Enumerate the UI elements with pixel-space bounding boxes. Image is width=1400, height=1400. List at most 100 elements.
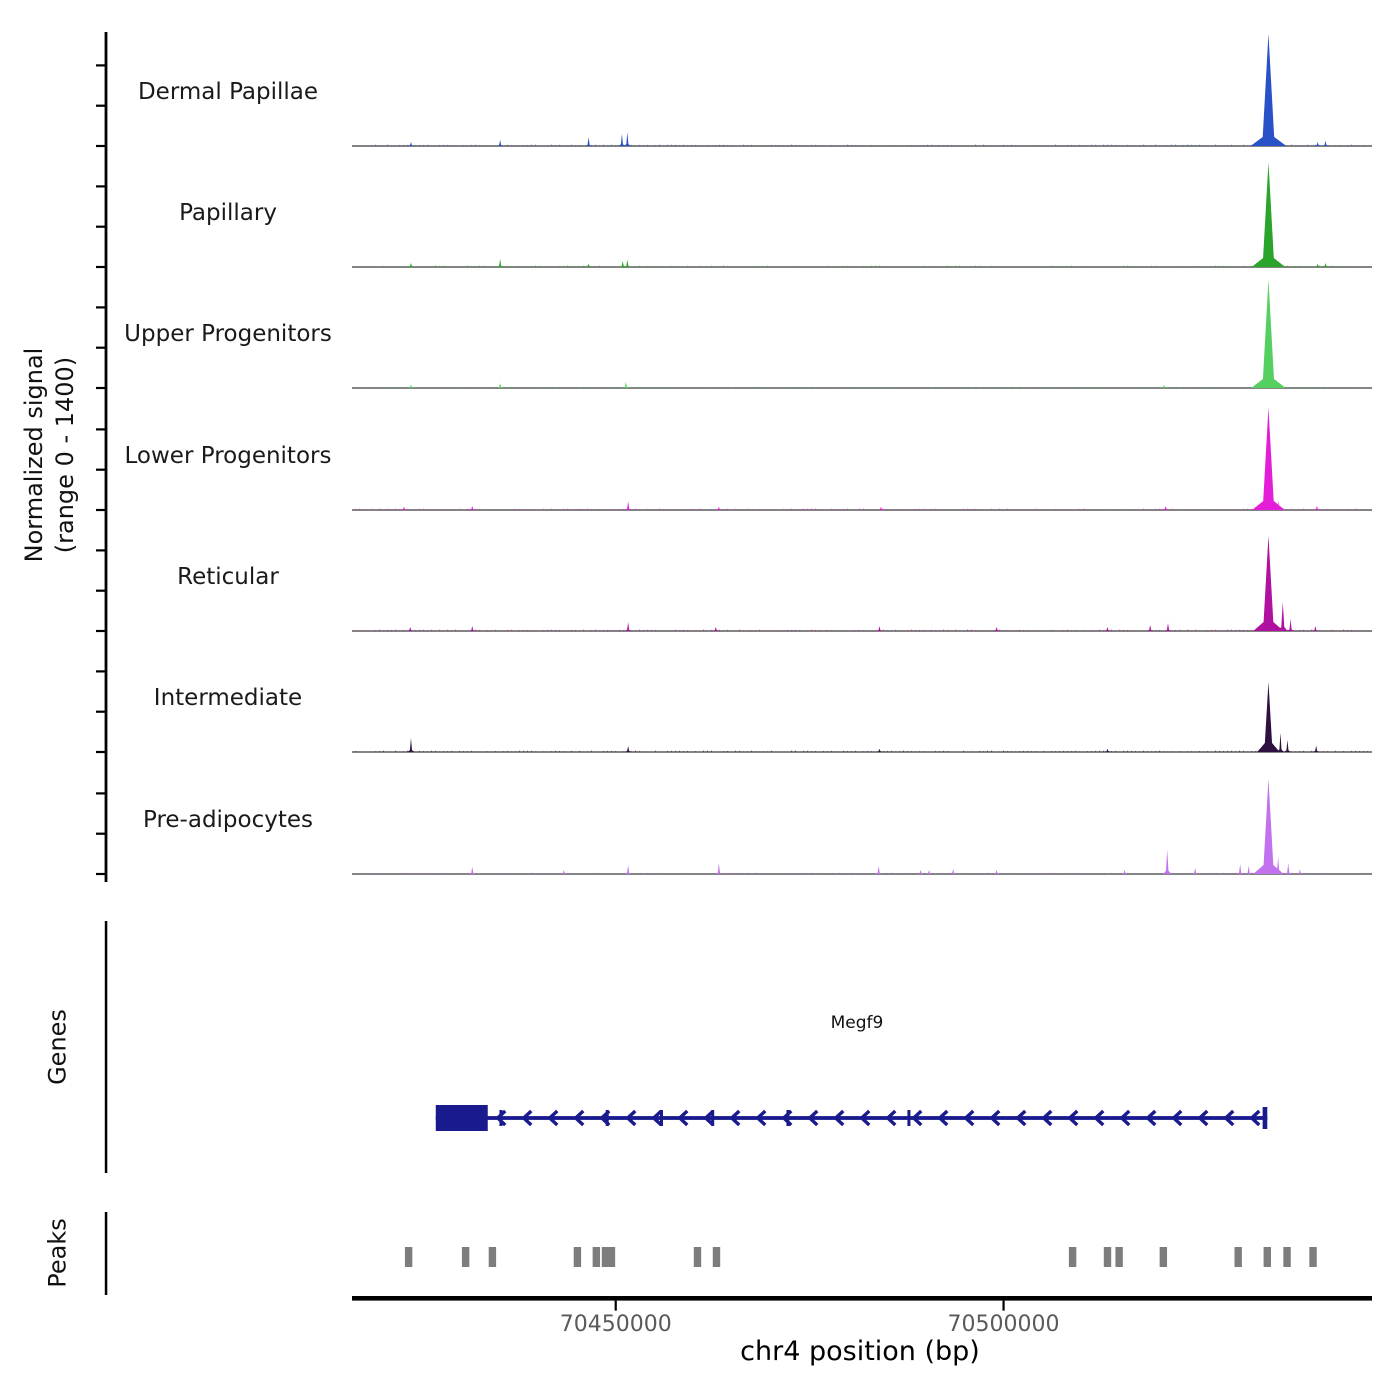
signal-noise: [847, 630, 849, 631]
signal-noise: [355, 145, 357, 146]
signal-noise: [727, 265, 729, 267]
signal-noise: [1155, 265, 1157, 267]
signal-noise: [451, 386, 453, 388]
signal-noise: [1135, 872, 1137, 874]
signal-noise: [839, 266, 841, 267]
signal-noise: [1351, 750, 1353, 752]
signal-noise: [375, 509, 377, 510]
signal-noise: [771, 387, 773, 388]
signal-noise: [651, 509, 653, 510]
signal-noise: [1215, 144, 1217, 146]
signal-peak: [1277, 732, 1284, 752]
signal-noise: [591, 873, 593, 874]
signal-noise: [1331, 265, 1333, 267]
signal-noise: [1339, 509, 1341, 510]
signal-noise: [831, 630, 833, 631]
signal-noise: [1151, 265, 1153, 267]
signal-noise: [1011, 144, 1013, 146]
signal-noise: [819, 266, 821, 267]
signal-noise: [795, 265, 797, 267]
signal-noise: [639, 751, 641, 752]
signal-peak: [925, 869, 933, 874]
signal-noise: [1327, 872, 1329, 874]
signal-peak: [407, 737, 415, 752]
signal-noise: [687, 265, 689, 267]
signal-noise: [859, 630, 861, 631]
signal-noise: [931, 266, 933, 267]
signal-noise: [855, 386, 857, 388]
signal-noise: [479, 508, 481, 510]
signal-noise: [787, 145, 789, 146]
signal-noise: [1155, 751, 1157, 752]
signal-noise: [563, 265, 565, 267]
signal-noise: [1099, 266, 1101, 267]
signal-noise: [403, 145, 405, 146]
signal-noise: [1219, 265, 1221, 267]
signal-noise: [1063, 509, 1065, 510]
x-axis-line: [352, 1296, 1372, 1301]
signal-noise: [759, 508, 761, 510]
signal-peak: [1284, 739, 1291, 752]
signal-noise: [423, 872, 425, 874]
signal-noise: [507, 144, 509, 146]
signal-noise: [1003, 750, 1005, 752]
signal-noise: [1311, 629, 1313, 631]
gene-exon-tick: [907, 1110, 911, 1126]
signal-noise: [1131, 509, 1133, 510]
signal-noise: [527, 630, 529, 631]
signal-noise: [1363, 872, 1365, 874]
signal-noise: [455, 145, 457, 146]
signal-noise: [935, 266, 937, 267]
signal-noise: [1095, 509, 1097, 510]
signal-noise: [955, 872, 957, 874]
signal-peak: [469, 505, 476, 510]
signal-noise: [639, 508, 641, 510]
signal-noise: [1311, 873, 1313, 874]
signal-noise: [1055, 386, 1057, 388]
signal-noise: [1115, 508, 1117, 510]
signal-noise: [407, 266, 409, 267]
signal-noise: [463, 630, 465, 631]
signal-noise: [1207, 630, 1209, 631]
signal-noise: [1331, 509, 1333, 510]
signal-noise: [1103, 630, 1105, 631]
track-label-lower-progenitors: Lower Progenitors: [124, 443, 332, 469]
signal-noise: [963, 508, 965, 510]
signal-noise: [407, 508, 409, 510]
signal-noise: [1007, 751, 1009, 752]
signal-noise: [815, 873, 817, 874]
signal-noise: [471, 750, 473, 752]
signal-noise: [1075, 386, 1077, 388]
signal-noise: [1299, 751, 1301, 752]
signal-noise: [375, 629, 377, 631]
signal-noise: [1055, 144, 1057, 146]
signal-noise: [647, 508, 649, 510]
signal-noise: [755, 386, 757, 388]
signal-peak: [1322, 262, 1329, 267]
signal-noise: [895, 873, 897, 874]
signal-noise: [951, 145, 953, 146]
signal-noise: [523, 750, 525, 752]
signal-noise: [1171, 872, 1173, 874]
signal-noise: [1187, 509, 1189, 510]
signal-noise: [395, 386, 397, 388]
signal-noise: [1027, 630, 1029, 631]
track-baseline: [352, 266, 1372, 268]
signal-noise: [795, 386, 797, 388]
signal-noise: [1059, 386, 1061, 388]
signal-noise: [1335, 750, 1337, 752]
signal-noise: [591, 509, 593, 510]
signal-noise: [427, 509, 429, 510]
signal-noise: [823, 145, 825, 146]
signal-noise: [383, 386, 385, 388]
signal-noise: [423, 629, 425, 631]
signal-noise: [1171, 266, 1173, 267]
signal-noise: [1219, 145, 1221, 146]
signal-noise: [599, 508, 601, 510]
signal-noise: [1223, 387, 1225, 388]
signal-peak: [1104, 626, 1111, 631]
signal-noise: [411, 873, 413, 874]
signal-noise: [451, 750, 453, 752]
signal-y-axis-tick: [96, 589, 105, 592]
gene-strand-arrow: [885, 1109, 897, 1127]
